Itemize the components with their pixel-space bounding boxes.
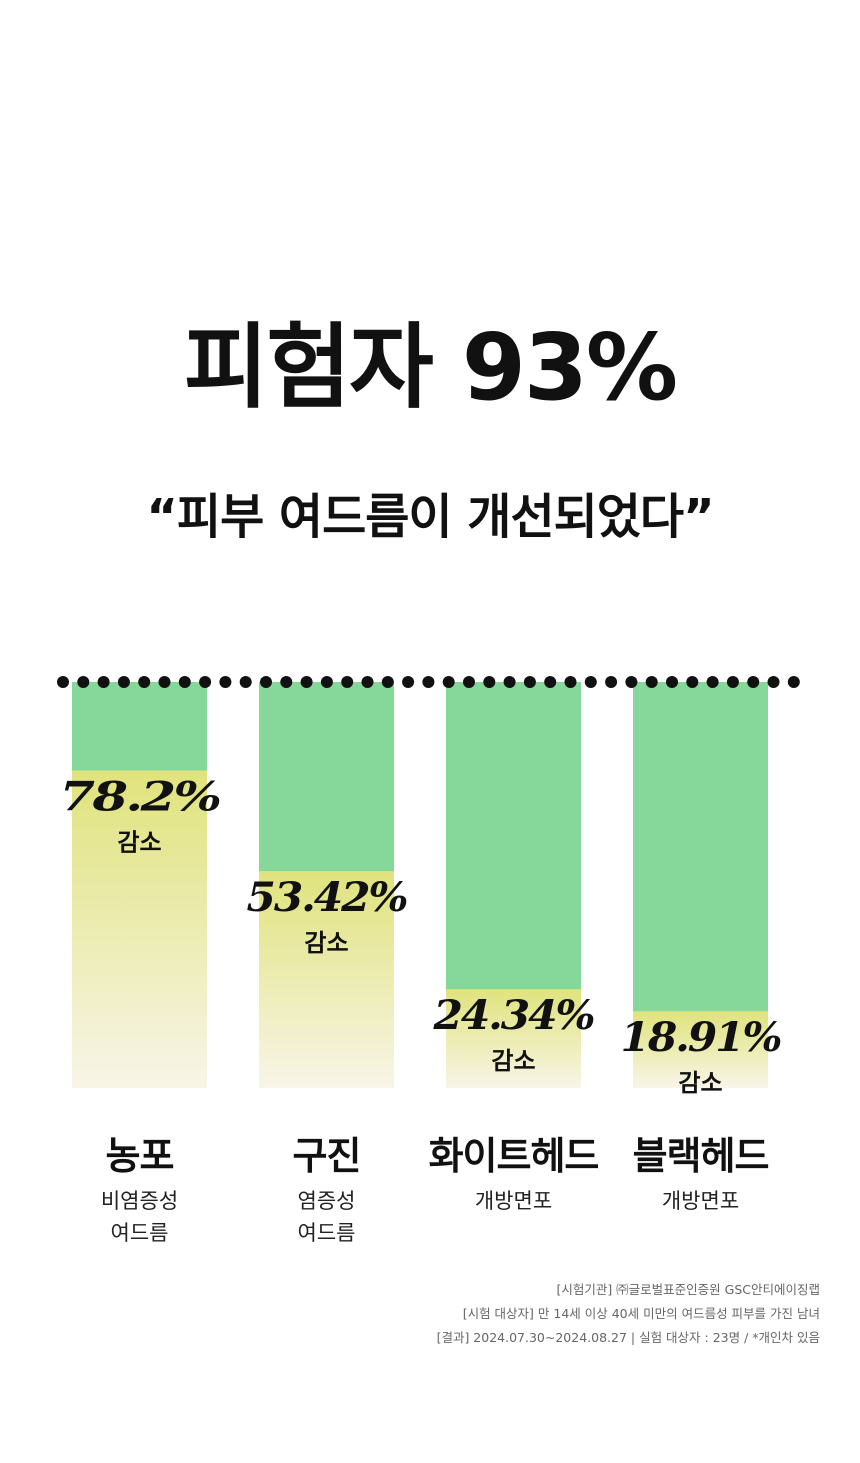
- dotted-line-dot: [625, 676, 638, 688]
- dotted-line-dot: [584, 676, 597, 688]
- dotted-line-dot: [483, 676, 496, 688]
- bar-decrease-whitehead: [446, 989, 581, 1088]
- bar-decrease-gujin: [259, 871, 394, 1088]
- value-caption-gujin: 감소: [304, 929, 348, 957]
- dotted-line-dot: [239, 676, 252, 688]
- dotted-line-dot: [767, 676, 780, 688]
- bar-chart: 78.2% 감소 53.42% 감소 24.34% 감소 18.91% 감소: [57, 676, 800, 1097]
- headline: 피험자 93%: [183, 314, 678, 421]
- dotted-line-dot: [341, 676, 354, 688]
- category-label-whitehead: 화이트헤드: [428, 1134, 600, 1178]
- bar-blackhead: [633, 682, 768, 1088]
- dotted-line-dot: [361, 676, 374, 688]
- dotted-line-dot: [138, 676, 151, 688]
- value-label-whitehead: 24.34%: [432, 992, 594, 1039]
- dotted-line-dot: [544, 676, 557, 688]
- dotted-line-dot: [605, 676, 618, 688]
- dotted-line-dot: [787, 676, 800, 688]
- dotted-baseline: [57, 676, 800, 688]
- footnotes: [시험기관] ㈜글로벌표준인증원 GSC안티에이징랩 [시험 대상자] 만 14…: [437, 1278, 820, 1350]
- category-subtitle-gujin: 염증성 여드름: [297, 1189, 356, 1245]
- category-subtitle-whitehead: 개방면포: [474, 1189, 553, 1213]
- dotted-line-dot: [402, 676, 415, 688]
- dotted-line-dot: [463, 676, 475, 688]
- value-caption-blackhead: 감소: [678, 1069, 722, 1097]
- category-label-nongpo: 농포: [105, 1134, 175, 1178]
- value-label-gujin: 53.42%: [247, 874, 408, 921]
- dotted-line-dot: [260, 676, 272, 688]
- dotted-line-dot: [442, 676, 455, 688]
- dotted-line-dot: [199, 676, 212, 688]
- footnote-test-subjects: [시험 대상자] 만 14세 이상 40세 미만의 여드름성 피부를 가진 남녀: [462, 1306, 820, 1321]
- dotted-line-dot: [523, 676, 536, 688]
- dotted-line-dot: [381, 676, 394, 688]
- bar-decrease-blackhead: [633, 1011, 768, 1088]
- dotted-line-dot: [726, 676, 739, 688]
- dotted-line-dot: [57, 676, 69, 688]
- dotted-line-dot: [300, 676, 313, 688]
- dotted-line-dot: [280, 676, 293, 688]
- value-label-blackhead: 18.91%: [621, 1014, 782, 1061]
- category-subtitle-nongpo: 비염증성 여드름: [100, 1189, 179, 1245]
- value-label-nongpo: 78.2%: [60, 774, 221, 821]
- category-label-blackhead: 블랙헤드: [632, 1134, 770, 1178]
- footnote-result-period: [결과] 2024.07.30~2024.08.27 | 실험 대상자 : 23…: [436, 1330, 820, 1345]
- dotted-line-dot: [686, 676, 699, 688]
- dotted-line-dot: [645, 676, 658, 688]
- dotted-line-dot: [117, 676, 130, 688]
- dotted-line-dot: [158, 676, 171, 688]
- category-subtitle-blackhead: 개방면포: [661, 1189, 740, 1213]
- bar-whitehead: [446, 682, 581, 1088]
- bar-nongpo: [72, 682, 207, 1088]
- dotted-line-dot: [666, 676, 678, 688]
- footnote-test-institution: [시험기관] ㈜글로벌표준인증원 GSC안티에이징랩: [556, 1282, 820, 1297]
- dotted-line-dot: [747, 676, 760, 688]
- subheadline: “피부 여드름이 개선되었다”: [146, 489, 714, 545]
- dotted-line-dot: [564, 676, 577, 688]
- dotted-line-dot: [97, 676, 110, 688]
- dotted-line-dot: [77, 676, 90, 688]
- dotted-line-dot: [503, 676, 516, 688]
- dotted-line-dot: [219, 676, 232, 688]
- dotted-line-dot: [178, 676, 191, 688]
- dotted-line-dot: [706, 676, 719, 688]
- dotted-line-dot: [422, 676, 435, 688]
- value-caption-whitehead: 감소: [491, 1047, 535, 1075]
- bar-gujin: [259, 682, 394, 1088]
- value-caption-nongpo: 감소: [117, 829, 161, 857]
- bar-decrease-nongpo: [72, 770, 207, 1088]
- category-label-gujin: 구진: [292, 1134, 362, 1178]
- dotted-line-dot: [320, 676, 333, 688]
